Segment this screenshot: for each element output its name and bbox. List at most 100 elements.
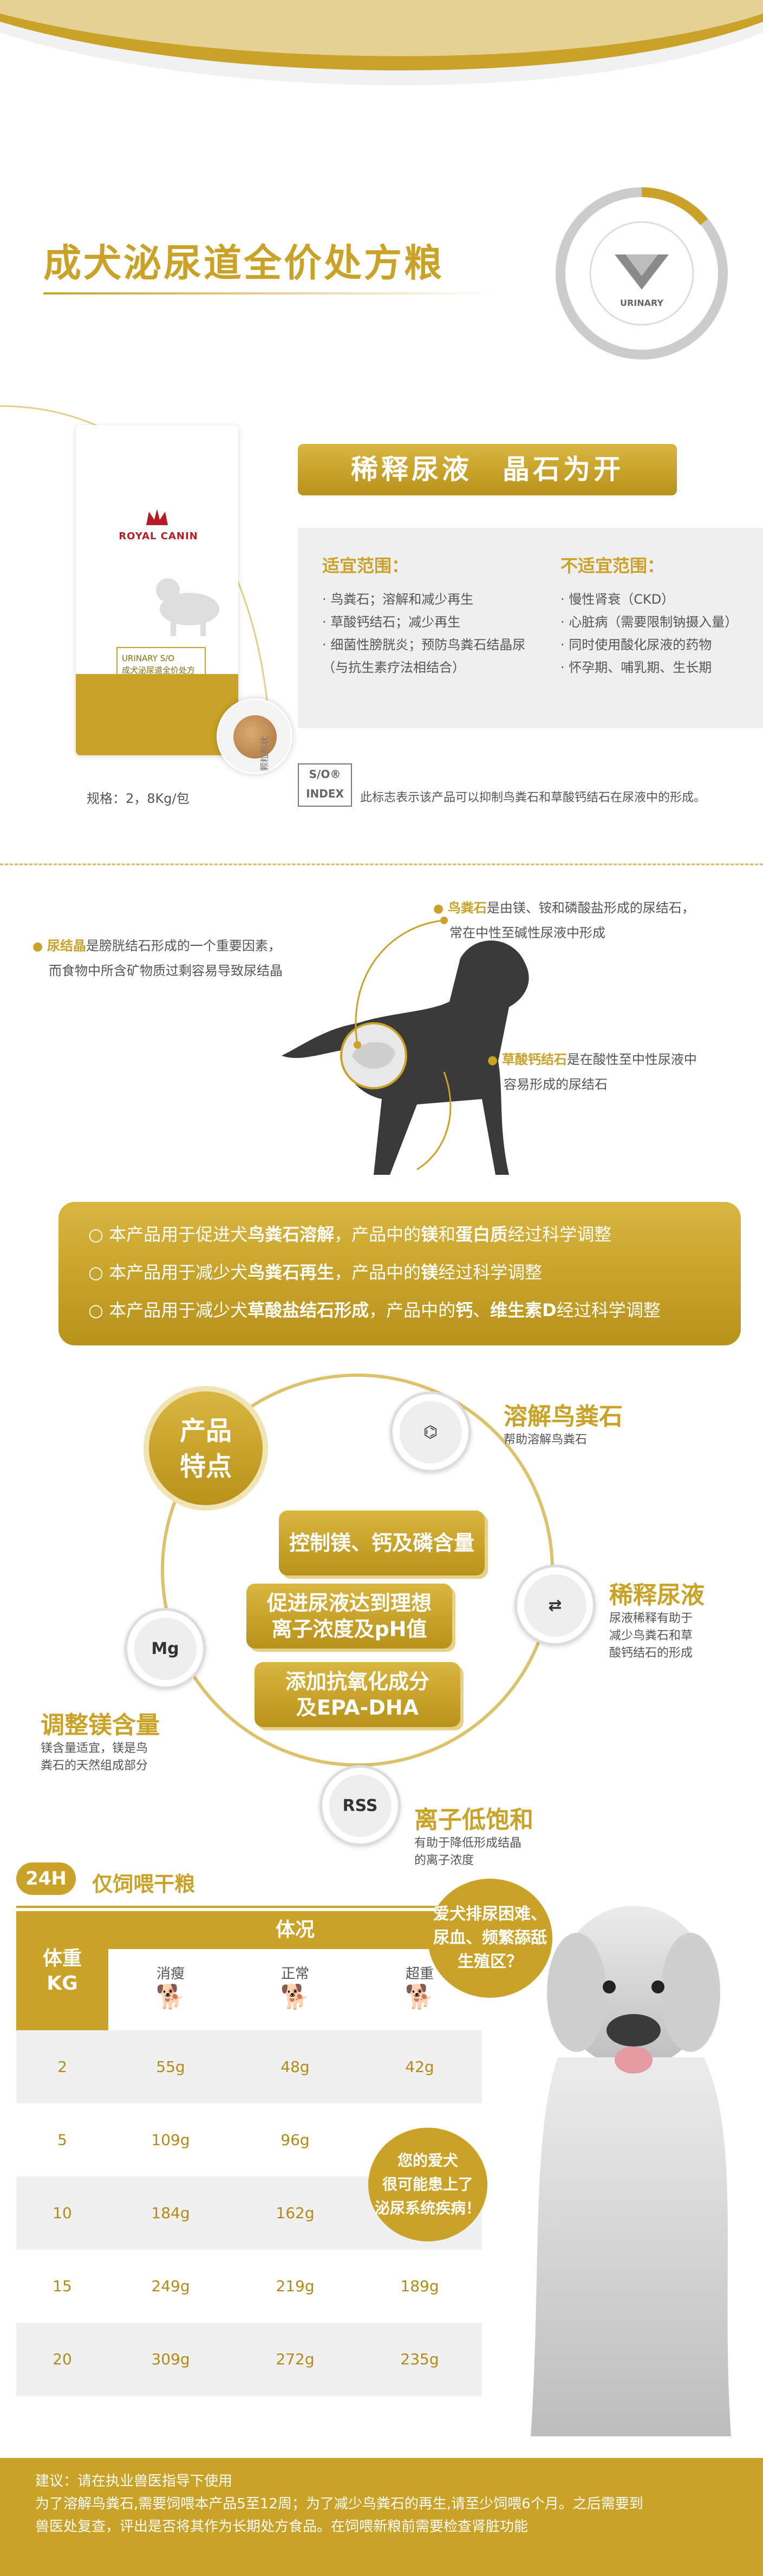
table-row: 15 249g 219g 189g [16, 2250, 482, 2323]
col-weight-unit: KG [47, 1972, 78, 1995]
amount-cell: 184g [151, 2204, 190, 2222]
features-center-line2: 特点 [179, 1452, 232, 1482]
bag-gold-band [76, 674, 238, 755]
unsuitable-item: · 怀孕期、哺乳期、生长期 [560, 660, 712, 675]
amount-cell: 272g [276, 2350, 315, 2368]
bag-line1: URINARY S/O [122, 653, 175, 663]
benefits-banner: ○ 本产品用于促进犬鸟粪石溶解，产品中的镁和蛋白质经过科学调整 ○ 本产品用于减… [58, 1202, 741, 1345]
dog-over-icon: 🐕 [405, 1983, 435, 2011]
bubble1-line: 爱犬排尿困难、 [433, 1905, 547, 1924]
slogan-banner: 稀释尿液 晶石为开 [298, 444, 677, 495]
brand-logo: ROYAL CANIN [119, 531, 198, 542]
oxalate-title: 草酸钙结石 [501, 1052, 567, 1067]
feature-dilute-desc: 酸钙结石的形成 [609, 1646, 693, 1660]
footer-line: 兽医处复查，评出是否将其作为长期处方食品。在饲喂新粮前需要检查肾脏功能 [35, 2519, 529, 2535]
feeding-header: 24H 仅饲喂干粮 [16, 1862, 195, 1897]
feature-magnesium: 调整镁含量 镁含量适宜，镁是鸟 粪石的天然组成部分 [41, 1705, 160, 1775]
amount-cell: 48g [281, 2058, 310, 2076]
urinary-badge: URINARY [556, 187, 728, 359]
feature-rss-desc: 的离子浓度 [414, 1854, 474, 1867]
amount-cell: 249g [151, 2277, 190, 2295]
amount-cell: 42g [405, 2058, 434, 2076]
suitability-panel: 适宜范围： · 鸟粪石；溶解和减少再生 · 草酸钙结石；减少再生 · 细菌性膀胱… [298, 528, 763, 728]
benefit-row: ○ 本产品用于减少犬鸟粪石再生，产品中的镁经过科学调整 [88, 1262, 543, 1283]
features-center-line1: 产品 [179, 1416, 232, 1446]
feature-rss-desc: 有助于降低形成结晶 [414, 1836, 522, 1850]
feature-dilute-title: 稀释尿液 [609, 1581, 705, 1609]
col-weight: 体重 KG [16, 1911, 108, 2030]
crystal-callout: ● 尿结晶是膀胱结石形成的一个重要因素， 而食物中所含矿物质过剩容易导致尿结晶 [32, 934, 283, 983]
top-wave [0, 0, 763, 86]
table-body: 255g48g42g5109g96g83g10184g162g139g15249… [16, 2030, 482, 2396]
sio-index-logo: S/O® INDEX [298, 763, 352, 807]
crystal-text1: 是膀胱结石形成的一个重要因素， [86, 938, 281, 953]
suitable-item: · 鸟粪石；溶解和减少再生 [322, 592, 474, 607]
24h-badge: 24H [16, 1862, 76, 1895]
weight-cell: 5 [57, 2131, 67, 2149]
footer-note: 建议：请在执业兽医指导下使用 为了溶解鸟粪石,需要饲喂本产品5至12周；为了减少… [0, 2458, 763, 2576]
feature-rss-title: 离子低饱和 [414, 1806, 533, 1834]
question-bubble: 爱犬排尿困难、 尿血、频繁舔舐 生殖区？ [428, 1879, 552, 1998]
struvite-title: 鸟粪石 [447, 900, 487, 916]
warning-bubble: 您的爱犬 很可能患上了 泌尿系统疾病！ [368, 2128, 487, 2241]
crystal-title: 尿结晶 [47, 938, 86, 953]
unsuitable-item: · 同时使用酸化尿液的药物 [560, 637, 712, 652]
amount-cell: 162g [276, 2204, 315, 2222]
unsuitable-item: · 心脏病（需要限制钠摄入量） [560, 614, 738, 630]
page-title: 成犬泌尿道全价处方粮 [43, 241, 444, 285]
struvite-text2: 常在中性至碱性尿液中形成 [449, 925, 605, 940]
weight-cell: 10 [53, 2204, 72, 2222]
sio-line2: INDEX [306, 787, 344, 800]
callout-lines [354, 917, 452, 1171]
footer-line: 为了溶解鸟粪石,需要饲喂本产品5至12周；为了减少鸟粪石的再生,请至少饲喂6个月… [35, 2496, 643, 2512]
section-divider [0, 864, 763, 865]
feature-rss: 离子低饱和 有助于降低形成结晶 的离子浓度 [414, 1800, 533, 1869]
bubble2-line: 很可能患上了 [382, 2175, 473, 2193]
feeding-table: 体重 KG 体况 消瘦 🐕 正常 🐕 超重 🐕 2 55g 48g 42g 5 10 [16, 1911, 482, 2396]
table-row: 20 309g 272g 235g [16, 2323, 482, 2396]
bubble1-line: 生殖区？ [458, 1952, 523, 1971]
struvite-text1: 是由镁、铵和磷酸盐形成的尿结石， [486, 900, 695, 916]
feature-dissolve: 溶解鸟粪石 帮助溶解鸟粪石 [504, 1397, 623, 1449]
table-row: 2 55g 48g 42g [16, 2030, 482, 2103]
features-center: 产品 特点 [144, 1386, 268, 1511]
feature-magnesium-title: 调整镁含量 [41, 1711, 160, 1739]
amount-cell: 235g [400, 2350, 439, 2368]
feature-dissolve-desc: 帮助溶解鸟粪石 [504, 1433, 588, 1447]
suitable-item: · 细菌性膀胱炎；预防鸟粪石结晶尿 [322, 637, 526, 652]
product-spec: 规格：2，8Kg/包 [87, 791, 190, 806]
feature-dilute: 稀释尿液 尿液稀释有助于 减少鸟粪石和草 酸钙结石的形成 [609, 1575, 705, 1662]
feature-pill-antioxidant: 添加抗氧化成分 及EPA-DHA [255, 1662, 460, 1727]
feature-dissolve-title: 溶解鸟粪石 [504, 1403, 623, 1430]
bubble2-line: 您的爱犬 [397, 2152, 458, 2169]
suitable-heading: 适宜范围： [322, 555, 409, 576]
product-bag: ROYAL CANIN URINARY S/O 成犬泌尿道全价处方粮 [76, 425, 238, 755]
weight-cell: 15 [53, 2277, 72, 2295]
col-weight-label: 体重 [42, 1947, 82, 1970]
magnesium-icon: Mg [125, 1608, 206, 1689]
dog-normal-icon: 🐕 [280, 1983, 310, 2011]
feature-magnesium-desc: 镁含量适宜，镁是鸟 [41, 1742, 148, 1755]
amount-cell: 189g [400, 2277, 439, 2295]
crystal-text2: 而食物中所含矿物质过剩容易导致尿结晶 [49, 963, 283, 978]
footer-line: 建议：请在执业兽医指导下使用 [35, 2473, 233, 2489]
oxalate-text1: 是在酸性至中性尿液中 [566, 1052, 697, 1067]
bubble1-line: 尿血、频繁舔舐 [433, 1928, 547, 1947]
amount-cell: 219g [276, 2277, 315, 2295]
weight-cell: 20 [53, 2350, 72, 2368]
col-normal: 正常 🐕 [233, 1949, 357, 2030]
feature-pill-urine: 促进尿液达到理想 离子浓度及pH值 [246, 1584, 452, 1649]
feature-pill-minerals: 控制镁、钙及磷含量 [279, 1511, 485, 1575]
title-underline [43, 292, 498, 295]
benefit-row: ○ 本产品用于减少犬草酸盐结石形成，产品中的钙、维生素D经过科学调整 [88, 1300, 661, 1320]
kibble-label: 颗粒形状 [259, 736, 270, 772]
amount-cell: 109g [151, 2131, 190, 2149]
dilute-icon: ⇄ [514, 1565, 596, 1646]
badge-center-label: URINARY [620, 298, 663, 308]
dog-illustration-icon [156, 578, 219, 636]
amount-cell: 55g [156, 2058, 185, 2076]
struvite-callout: ● 鸟粪石是由镁、铵和磷酸盐形成的尿结石， 常在中性至碱性尿液中形成 [433, 896, 695, 945]
table-topline [16, 1906, 482, 1908]
dissolve-icon: ⌬ [390, 1391, 471, 1473]
feeding-title: 仅饲喂干粮 [92, 1872, 195, 1896]
